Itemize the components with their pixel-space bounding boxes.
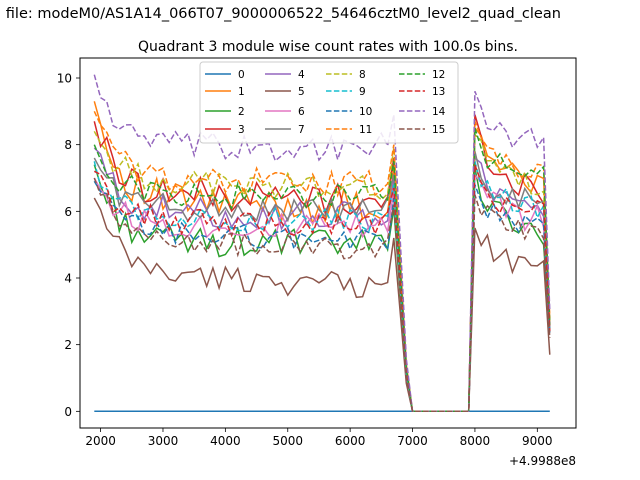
- series-line-5: [93, 197, 551, 413]
- x-tick-label: 6000: [335, 434, 366, 448]
- figure-suptitle: n file: modeM0/AS1A14_066T07_9000006522_…: [0, 6, 561, 22]
- y-tick-label: 4: [64, 272, 72, 286]
- series-line-15: [93, 177, 551, 413]
- y-axis: 0 2 4 6 8 10: [57, 72, 80, 419]
- x-tick-label: 4000: [210, 434, 241, 448]
- y-tick-label: 10: [57, 72, 72, 86]
- legend-label-3: 3: [238, 124, 245, 136]
- legend-label-6: 6: [298, 106, 305, 118]
- axes-frame: [79, 57, 577, 429]
- legend-label-11: 11: [359, 124, 372, 136]
- legend-label-7: 7: [298, 124, 305, 136]
- y-tick-label: 6: [64, 205, 72, 219]
- x-tick-label: 9000: [522, 434, 553, 448]
- legend-label-8: 8: [359, 69, 366, 81]
- x-tick-label: 5000: [272, 434, 303, 448]
- x-tick-label: 7000: [397, 434, 428, 448]
- series-line-14: [93, 74, 551, 413]
- y-tick-label: 0: [64, 405, 72, 419]
- y-tick-label: 8: [64, 138, 72, 152]
- legend-label-14: 14: [432, 106, 446, 118]
- series-layer: [93, 74, 551, 413]
- legend-label-4: 4: [298, 69, 305, 81]
- series-line-9: [93, 161, 551, 413]
- legend-frame: [199, 61, 459, 144]
- legend-label-5: 5: [298, 86, 305, 98]
- y-tick-label: 2: [64, 338, 72, 352]
- legend-label-10: 10: [359, 106, 372, 118]
- legend-label-2: 2: [238, 106, 245, 118]
- x-axis: 2000 3000 4000 5000 6000 7000 8000 9000: [85, 428, 553, 448]
- legend-label-15: 15: [432, 124, 445, 136]
- chart-title: Quadrant 3 module wise count rates with …: [138, 39, 518, 55]
- legend-label-1: 1: [238, 86, 245, 98]
- legend-label-9: 9: [359, 86, 366, 98]
- legend-label-0: 0: [238, 69, 245, 81]
- legend-label-13: 13: [432, 86, 445, 98]
- series-line-13: [93, 164, 551, 413]
- x-tick-label: 3000: [148, 434, 179, 448]
- legend-label-12: 12: [432, 69, 445, 81]
- x-tick-label: 8000: [460, 434, 491, 448]
- x-offset-label: +4.9988e8: [509, 454, 576, 468]
- x-tick-label: 2000: [85, 434, 116, 448]
- series-line-12: [93, 127, 551, 413]
